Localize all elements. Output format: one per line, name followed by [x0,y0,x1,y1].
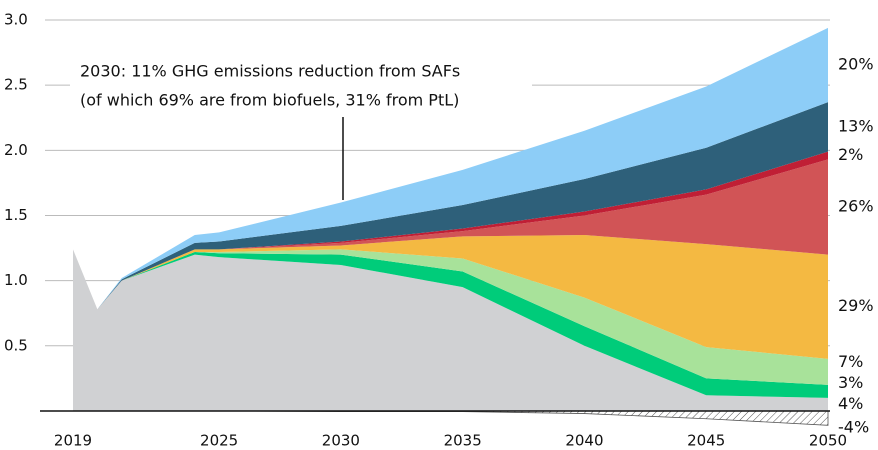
y-tick-label: 0.5 [4,336,28,354]
x-tick-label: 2030 [322,432,360,450]
end-label: 20% [838,54,874,73]
y-tick-label: 1.0 [4,271,28,289]
negative-area [73,410,829,426]
area [73,151,828,310]
annotation: 2030: 11% GHG emissions reduction from S… [80,62,460,81]
y-tick-label: 2.5 [4,76,28,94]
x-tick-label: 2040 [565,432,603,450]
annotation: (of which 69% are from biofuels, 31% fro… [80,91,459,110]
area [73,249,828,411]
area [73,159,828,310]
y-tick-label: 1.5 [4,206,28,224]
x-tick-label: 2045 [687,432,725,450]
end-label: 7% [838,352,863,371]
end-label: 26% [838,196,874,215]
annotation-bg [70,56,532,116]
end-label: 13% [838,116,874,135]
y-tick-label: 3.0 [4,11,28,29]
x-tick-label: 2019 [54,432,92,450]
area [73,249,828,398]
end-label: 3% [838,373,863,392]
end-label: -4% [838,418,869,437]
x-tick-label: 2050 [809,432,847,450]
x-tick-label: 2035 [444,432,482,450]
y-tick-label: 2.0 [4,141,28,159]
end-label: 29% [838,296,874,315]
x-tick-label: 2025 [200,432,238,450]
area [73,249,828,385]
area [73,235,828,359]
end-label: 2% [838,145,863,164]
end-label: 4% [838,394,863,413]
